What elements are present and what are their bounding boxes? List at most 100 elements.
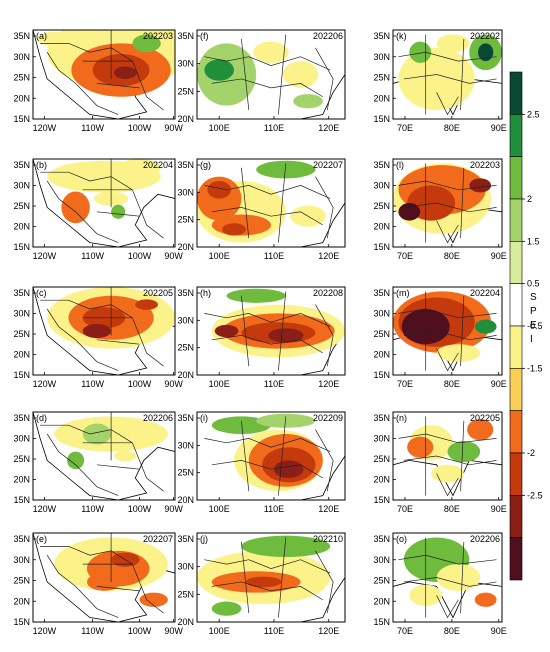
panel-frame: [196, 532, 346, 623]
spei-region: [37, 31, 72, 47]
x-tick-label: 80E: [444, 626, 460, 636]
spei-region: [436, 564, 481, 591]
admin-border: [212, 460, 323, 478]
admin-border: [426, 416, 464, 495]
map-field: [33, 533, 175, 622]
y-tick-label: 30N: [177, 315, 194, 325]
admin-border: [204, 185, 330, 198]
x-tick-label: 70E: [397, 123, 413, 133]
x-tick-label: 100W: [128, 379, 152, 389]
colorbar-swatch: [509, 325, 523, 369]
colorbar-swatch: [509, 452, 523, 496]
y-tick-label: 15N: [13, 617, 30, 627]
x-tick-label: 100E: [209, 504, 230, 514]
panel-letter: (l): [396, 160, 404, 170]
admin-border: [204, 438, 330, 451]
map-panel: (m) 202204 35N 30N 25N 20N 15N 70E 80E 90E: [373, 286, 507, 389]
x-tick-label: 90E: [491, 379, 507, 389]
spei-region: [398, 47, 475, 111]
x-tick-label: 110E: [264, 123, 284, 133]
admin-border: [241, 163, 333, 242]
y-tick-label: 30N: [177, 562, 194, 572]
panel-frame: [392, 411, 503, 501]
panel-date: 202206: [143, 413, 173, 423]
admin-border: [204, 57, 330, 70]
map-panel: (g) 202207 35N 30N 25N 20N 100E 110E 120E: [177, 158, 346, 261]
admin-border: [241, 537, 333, 617]
admin-border: [212, 207, 323, 225]
map-field: [197, 287, 345, 375]
y-tick-label: 20N: [373, 475, 390, 485]
y-tick-label: 25N: [177, 86, 194, 96]
x-tick-label: 120W: [33, 379, 57, 389]
y-tick-label: 25N: [177, 215, 194, 225]
y-tick-label: 30N: [13, 309, 30, 319]
panel-date: 202208: [313, 288, 343, 298]
x-tick-label: 100E: [209, 626, 230, 636]
map-panel: (j) 202210 35N 30N 25N 20N 100E 110E 120E: [177, 532, 346, 636]
colorbar-swatch: [509, 537, 523, 581]
x-tick-label: 80E: [444, 251, 460, 261]
admin-border: [241, 34, 333, 114]
map-field: [393, 412, 502, 500]
y-tick-label: 30N: [373, 555, 390, 565]
y-tick-label: 25N: [13, 576, 30, 586]
y-tick-label: 25N: [13, 329, 30, 339]
spei-region: [474, 319, 497, 334]
admin-border: [212, 335, 323, 353]
admin-border: [404, 456, 497, 465]
y-tick-label: 15N: [13, 495, 30, 505]
x-tick-label: 110W: [81, 379, 104, 389]
admin-border: [241, 291, 333, 370]
y-tick-label: 35N: [373, 31, 390, 41]
map-field: [33, 287, 175, 375]
spei-region: [407, 436, 434, 458]
admin-border: [83, 159, 140, 216]
y-tick-label: 30N: [13, 181, 30, 191]
panel-date: 202209: [313, 413, 343, 423]
colorbar-swatch: [509, 156, 523, 200]
admin-border: [426, 34, 464, 114]
map-field: [393, 287, 502, 375]
admin-border: [47, 309, 118, 371]
admin-border: [398, 52, 496, 61]
map-panel: (n) 202205 35N 30N 25N 20N 15N 70E 80E 90E: [373, 411, 507, 514]
spei-region: [469, 178, 492, 193]
spei-region: [111, 204, 126, 219]
y-tick-label: 35N: [13, 534, 30, 544]
spei-region: [431, 464, 464, 483]
panel-frame: [32, 29, 176, 120]
admin-border: [241, 416, 333, 495]
spei-region: [222, 223, 246, 236]
admin-border: [40, 172, 164, 238]
colorbar-swatch: [509, 283, 523, 327]
map-field: [393, 533, 502, 622]
admin-border: [40, 425, 164, 491]
spei-region: [253, 41, 289, 63]
admin-border: [47, 52, 118, 114]
colorbar-swatch: [509, 198, 523, 242]
y-tick-label: 30N: [177, 440, 194, 450]
x-tick-label: 100E: [209, 251, 230, 261]
spei-region: [139, 592, 168, 607]
map-panel: (o) 202206 35N 30N 25N 20N 15N 70E 80E 90E: [373, 532, 507, 636]
spei-region: [211, 601, 242, 616]
colorbar-tick-label: 2.5: [527, 109, 540, 119]
panel-frame: [196, 158, 346, 248]
map-field: [197, 159, 345, 247]
panel-frame: [392, 532, 503, 623]
x-tick-label: 120E: [318, 123, 339, 133]
spei-region: [226, 288, 286, 303]
spei-region: [467, 419, 494, 441]
y-tick-label: 15N: [373, 114, 390, 124]
y-tick-label: 30N: [373, 309, 390, 319]
panel-letter: (n): [396, 413, 407, 423]
admin-border: [398, 434, 496, 443]
y-tick-label: 25N: [373, 576, 390, 586]
y-tick-label: 20N: [177, 242, 194, 252]
spei-region: [478, 43, 494, 62]
x-tick-label: 110W: [81, 123, 104, 133]
